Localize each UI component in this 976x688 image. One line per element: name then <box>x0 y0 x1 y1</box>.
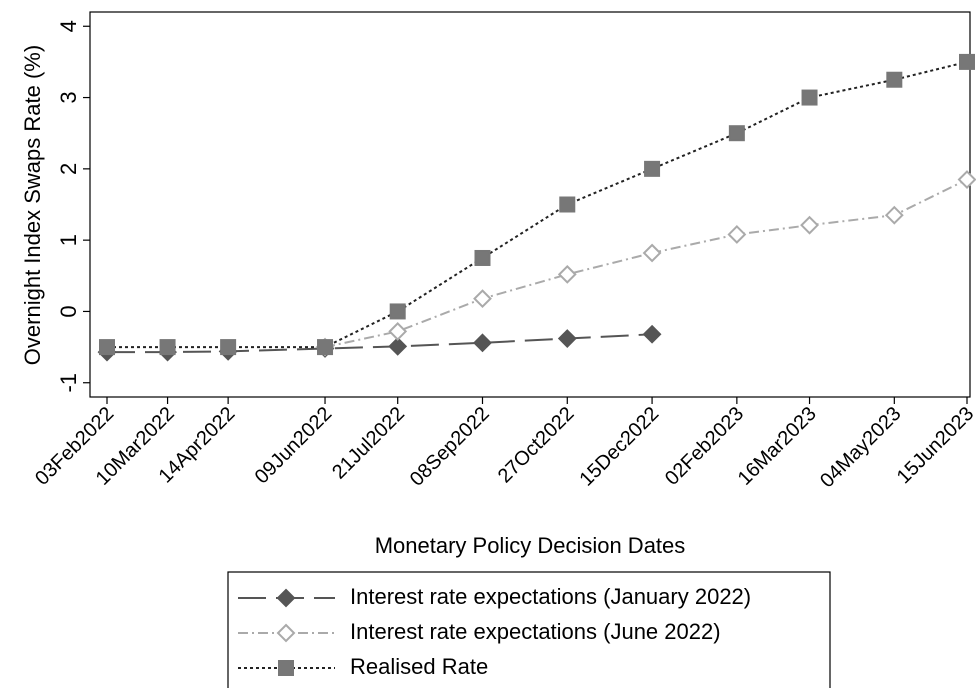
marker <box>388 321 408 341</box>
marker <box>642 243 662 263</box>
marker <box>800 215 819 235</box>
legend-label: Interest rate expectations (January 2022… <box>350 584 751 609</box>
marker <box>317 339 334 356</box>
marker <box>473 333 492 353</box>
y-tick-label: -1 <box>56 373 81 393</box>
marker <box>559 196 576 213</box>
y-tick-label: 4 <box>56 20 81 32</box>
marker <box>886 71 903 88</box>
marker <box>389 303 406 320</box>
y-axis-title: Overnight Index Swaps Rate (%) <box>20 45 45 365</box>
marker <box>957 170 976 189</box>
marker <box>99 339 115 356</box>
marker <box>801 89 818 106</box>
x-tick-label: 21Jul2022 <box>328 403 409 484</box>
marker <box>388 336 408 356</box>
marker <box>557 329 577 348</box>
marker <box>557 264 577 284</box>
x-tick-label: 09Jun2022 <box>251 403 337 489</box>
y-tick-label: 0 <box>56 305 81 317</box>
x-tick-label: 08Sep2022 <box>406 403 494 491</box>
y-tick-label: 3 <box>56 91 81 103</box>
legend-marker <box>278 660 294 676</box>
marker <box>644 160 661 177</box>
legend-label: Interest rate expectations (June 2022) <box>350 619 721 644</box>
marker <box>959 53 975 70</box>
series-line <box>107 60 968 349</box>
series-line <box>107 333 653 354</box>
x-tick-label: 15Jun2023 <box>893 403 976 489</box>
marker <box>642 324 662 344</box>
legend-marker <box>276 588 296 608</box>
y-tick-label: 1 <box>56 234 81 246</box>
y-tick-label: 2 <box>56 163 81 175</box>
x-tick-label: 27Oct2022 <box>494 403 579 488</box>
marker <box>473 289 492 309</box>
plot-frame <box>89 11 971 398</box>
legend-label: Realised Rate <box>350 654 488 679</box>
series-line <box>324 178 968 349</box>
marker <box>884 205 904 225</box>
marker <box>727 225 747 244</box>
marker <box>728 125 745 142</box>
x-tick-label: 16Mar2023 <box>734 403 821 490</box>
legend-marker <box>276 623 296 643</box>
marker <box>220 339 237 356</box>
marker <box>474 249 491 266</box>
x-tick-label: 15Dec2022 <box>575 403 663 491</box>
x-tick-label: 04May2023 <box>816 403 905 492</box>
x-axis-title: Monetary Policy Decision Dates <box>375 533 686 558</box>
marker <box>159 339 176 356</box>
